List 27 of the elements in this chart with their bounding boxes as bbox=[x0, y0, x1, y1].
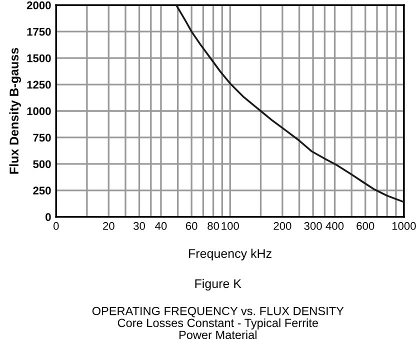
y-tick-label: 250 bbox=[33, 186, 51, 195]
x-tick-label: 600 bbox=[356, 222, 374, 230]
x-tick-label: 60 bbox=[186, 222, 198, 230]
y-axis-title: Flux Density B-gauss bbox=[9, 48, 22, 174]
y-tick-label: 1500 bbox=[27, 54, 51, 62]
x-tick-label: 200 bbox=[274, 222, 292, 230]
x-tick-label: 20 bbox=[103, 222, 114, 230]
x-tick-label: 0 bbox=[53, 222, 59, 230]
x-tick-label: 40 bbox=[155, 222, 167, 230]
text: Power Material bbox=[179, 330, 256, 340]
x-tick-label: 100 bbox=[222, 222, 239, 230]
y-tick-label: 1250 bbox=[27, 80, 51, 89]
x-axis-title: Frequency kHz bbox=[189, 248, 272, 260]
text: OPERATING FREQUENCY vs. FLUX DENSITY bbox=[92, 306, 344, 318]
y-tick-label: 0 bbox=[46, 213, 51, 222]
x-tick-label: 300 bbox=[304, 222, 322, 230]
y-tick-label: 500 bbox=[33, 160, 51, 168]
x-tick-label: 30 bbox=[134, 222, 146, 230]
y-tick-label: 750 bbox=[33, 134, 51, 142]
x-tick-label: 80 bbox=[208, 222, 220, 230]
x-tick-label: 1000 bbox=[392, 222, 416, 230]
y-tick-label: 1750 bbox=[27, 28, 51, 36]
y-tick-label: 2000 bbox=[26, 1, 51, 10]
text: Figure K bbox=[195, 278, 242, 291]
x-tick-label: 400 bbox=[326, 222, 344, 230]
text: Core Losses Constant - Typical Ferrite bbox=[118, 318, 318, 330]
y-tick-label: 1000 bbox=[27, 107, 51, 116]
